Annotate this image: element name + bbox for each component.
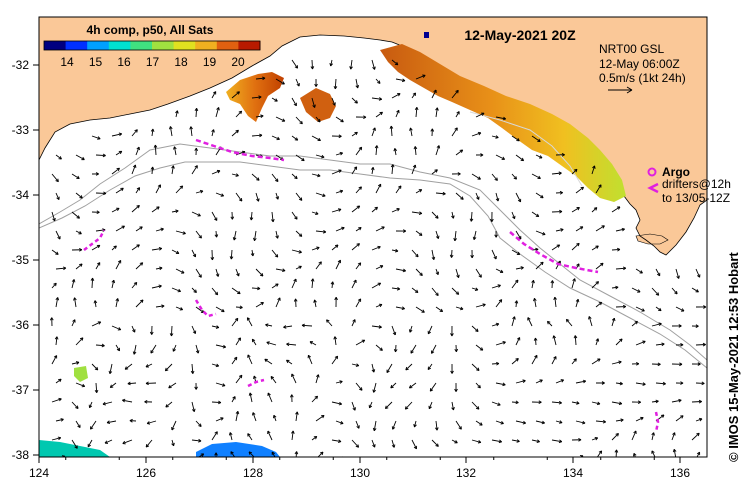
legend-tick-label: 20 xyxy=(231,55,245,69)
colorbar-segment xyxy=(108,41,131,50)
plot-area xyxy=(39,17,707,457)
colorbar-segment xyxy=(238,41,261,50)
sst-patch-south-blue xyxy=(196,442,280,457)
drifter-track xyxy=(194,299,217,318)
legend-tick-label: 17 xyxy=(146,55,160,69)
colorbar-segment xyxy=(173,41,196,50)
legend-tick-label: 16 xyxy=(117,55,131,69)
x-axis: 124 126 128 130 132 134 136 xyxy=(29,457,690,480)
y-tick-label: -34 xyxy=(12,188,30,202)
drifter-track xyxy=(83,229,106,251)
legend-tick-label: 18 xyxy=(174,55,188,69)
kangaroo-island xyxy=(635,233,669,245)
isobath-deep xyxy=(39,161,707,369)
sst-patch-southwest xyxy=(39,440,110,457)
x-tick-label: 124 xyxy=(29,466,49,480)
colorbar-segment xyxy=(44,41,67,50)
legend-tick-label: 15 xyxy=(89,55,103,69)
sst-legend: 4h comp, p50, All Sats 14 15 16 17 18 19 20 xyxy=(43,23,261,69)
drifters-line1: drifters@12h xyxy=(662,177,731,191)
coast-marker xyxy=(424,32,429,38)
colorbar-segment xyxy=(87,41,110,50)
x-tick-label: 134 xyxy=(563,466,583,480)
argo-marker-icon xyxy=(647,167,657,177)
legend-ticks: 14 15 16 17 18 19 20 xyxy=(60,55,245,69)
colorbar-segment xyxy=(130,41,153,50)
legend-tick-label: 14 xyxy=(60,55,74,69)
map-title: 12-May-2021 20Z xyxy=(464,27,576,43)
current-info-line2: 12-May 06:00Z xyxy=(599,57,680,71)
current-info-line3: 0.5m/s (1kt 24h) xyxy=(599,71,686,85)
current-info: NRT00 GSL 12-May 06:00Z 0.5m/s (1kt 24h) xyxy=(599,42,686,94)
isobath-inner xyxy=(469,111,583,187)
y-tick-label: -36 xyxy=(12,318,30,332)
drifter-legend: Argo drifters@12h to 13/05-12Z xyxy=(647,165,731,205)
credit-text: © IMOS 15-May-2021 12:53 Hobart xyxy=(726,252,741,462)
drifter-track xyxy=(654,411,660,433)
legend-tick-label: 19 xyxy=(203,55,217,69)
y-tick-label: -32 xyxy=(12,58,30,72)
y-axis: -32 -33 -34 -35 -36 -37 -38 xyxy=(12,58,39,462)
colorbar-segment xyxy=(152,41,175,50)
drifter-marker-icon xyxy=(647,182,659,194)
sst-patch-central xyxy=(226,72,284,122)
sst-patch-green xyxy=(74,366,88,382)
x-tick-label: 126 xyxy=(136,466,156,480)
x-tick-label: 130 xyxy=(350,466,370,480)
y-tick-label: -33 xyxy=(12,123,30,137)
drifter-track xyxy=(247,378,265,388)
colorbar-segment xyxy=(216,41,239,50)
y-tick-label: -35 xyxy=(12,253,30,267)
legend-label: 4h comp, p50, All Sats xyxy=(87,23,214,37)
colorbar-segment xyxy=(65,41,88,50)
drifter-track xyxy=(195,138,285,162)
current-info-line1: NRT00 GSL xyxy=(599,42,664,56)
y-tick-label: -37 xyxy=(12,383,30,397)
x-tick-label: 136 xyxy=(670,466,690,480)
y-tick-label: -38 xyxy=(12,448,30,462)
plot-frame xyxy=(38,16,708,458)
drifters-line2: to 13/05-12Z xyxy=(662,191,730,205)
colorbar-segment xyxy=(195,41,218,50)
land-mass xyxy=(39,17,707,255)
sst-patch-east xyxy=(380,44,626,202)
sst-patch-small xyxy=(300,88,336,122)
argo-label: Argo xyxy=(662,165,690,179)
isobath-shelf xyxy=(39,143,707,361)
x-tick-label: 132 xyxy=(456,466,476,480)
current-arrows xyxy=(49,59,707,457)
drifter-track xyxy=(509,231,599,274)
x-tick-label: 128 xyxy=(243,466,263,480)
colorbar xyxy=(44,41,261,50)
